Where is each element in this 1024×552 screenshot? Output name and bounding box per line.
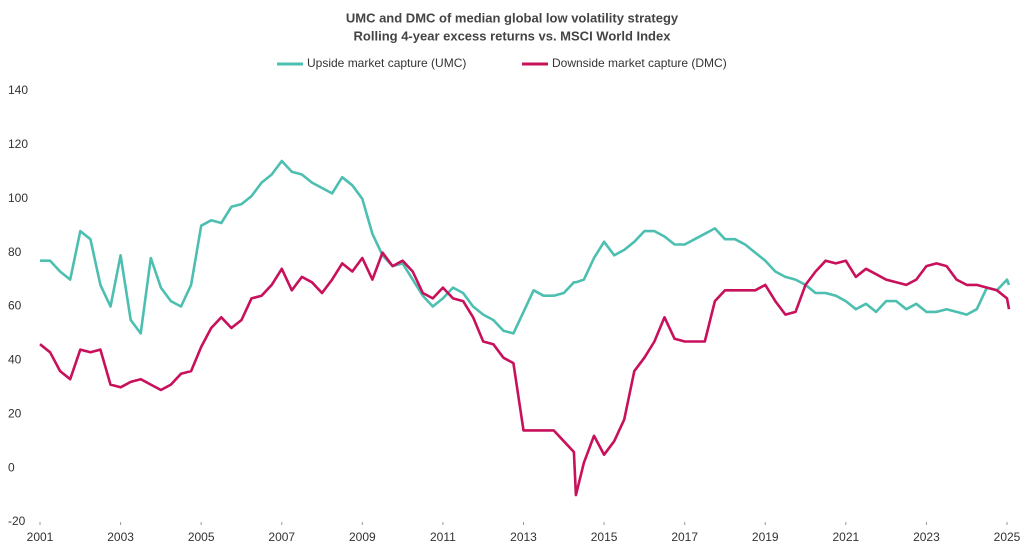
x-tick-label: 2021 bbox=[832, 530, 859, 544]
series-line bbox=[40, 159, 1011, 335]
y-tick-label: 120 bbox=[8, 137, 28, 151]
legend-label: Downside market capture (DMC) bbox=[552, 56, 727, 70]
x-tick-label: 2025 bbox=[994, 530, 1021, 544]
x-tick-label: 2023 bbox=[913, 530, 940, 544]
y-tick-label: 0 bbox=[8, 460, 15, 474]
y-tick-label: 20 bbox=[8, 406, 22, 420]
chart-title: UMC and DMC of median global low volatil… bbox=[346, 10, 679, 25]
chart-subtitle: Rolling 4-year excess returns vs. MSCI W… bbox=[354, 28, 672, 43]
x-tick-label: 2003 bbox=[107, 530, 134, 544]
y-tick-label: 80 bbox=[8, 245, 22, 259]
x-tick-label: 2009 bbox=[349, 530, 376, 544]
y-tick-label: 100 bbox=[8, 191, 28, 205]
y-tick-label: -20 bbox=[8, 514, 26, 528]
x-tick-label: 2013 bbox=[510, 530, 537, 544]
x-tick-label: 2017 bbox=[671, 530, 698, 544]
x-tick-label: 2015 bbox=[591, 530, 618, 544]
legend-label: Upside market capture (UMC) bbox=[307, 56, 466, 70]
x-tick-label: 2011 bbox=[430, 530, 456, 544]
series-line bbox=[39, 251, 1011, 497]
x-tick-label: 2019 bbox=[752, 530, 779, 544]
y-tick-label: 40 bbox=[8, 353, 22, 367]
x-tick-label: 2005 bbox=[188, 530, 215, 544]
y-tick-label: 140 bbox=[8, 83, 28, 97]
x-tick-label: 2007 bbox=[268, 530, 295, 544]
y-tick-label: 60 bbox=[8, 299, 22, 313]
x-tick-label: 2001 bbox=[27, 530, 54, 544]
